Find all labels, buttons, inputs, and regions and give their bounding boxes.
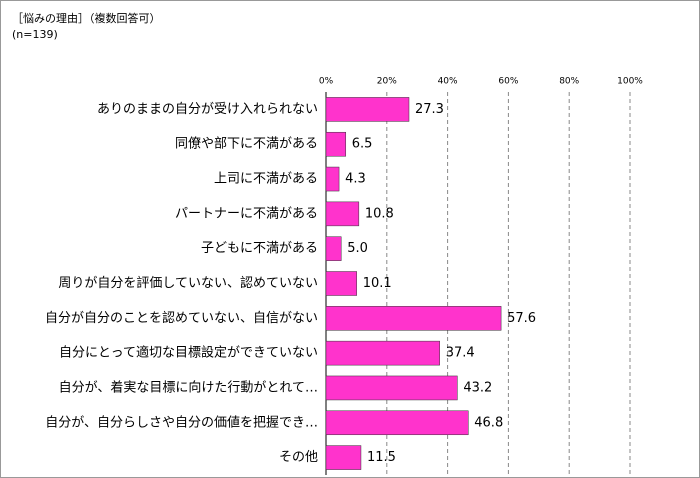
y-tick-label: 自分にとって適切な目標設定ができていない [59,345,318,361]
bar [325,445,362,470]
value-label: 6.5 [352,137,373,152]
bar [325,236,342,261]
x-tick-label: 40% [438,77,458,87]
y-tick-label: 上司に不満がある [214,172,318,187]
bar [325,375,458,401]
y-tick-label: 自分が、着実な目標に向けた行動がとれて… [59,379,318,395]
bar [325,201,360,227]
value-label: 57.6 [507,311,536,326]
x-tick-label: 100% [617,77,643,87]
bar [325,306,502,331]
x-tick-label: 20% [377,77,397,87]
value-label: 4.3 [345,172,366,187]
bar [325,271,357,296]
y-tick-label: その他 [279,450,318,465]
value-label: 43.2 [463,380,492,395]
y-tick-label: 同僚や部下に不満がある [175,137,318,152]
x-tick-label: 0% [319,77,334,87]
bar [325,97,410,122]
value-label: 37.4 [446,346,475,361]
y-tick-label: 子どもに不満がある [201,241,318,256]
chart-subtitle: (n=139) [12,28,58,41]
chart-title: ［悩みの理由］（複数回答可） [12,11,161,25]
bar [325,166,340,192]
x-tick-label: 80% [559,77,579,87]
bar [325,131,347,157]
y-tick-label: 自分が、自分らしさや自分の価値を把握でき… [45,414,318,430]
x-tick-label: 60% [498,77,518,87]
y-tick-label: 周りが自分を評価していない、認めていない [58,275,318,291]
value-label: 10.1 [363,276,392,291]
value-label: 46.8 [474,415,503,430]
value-label: 27.3 [415,102,444,117]
value-label: 10.8 [365,206,394,221]
bar [325,410,469,436]
y-tick-label: パートナーに不満がある [175,206,318,221]
y-tick-label: 自分が自分のことを認めていない、自信がない [45,310,318,326]
value-label: 11.5 [367,450,396,465]
y-tick-label: ありのままの自分が受け入れられない [97,102,318,117]
value-label: 5.0 [347,241,368,256]
bar [325,340,440,366]
